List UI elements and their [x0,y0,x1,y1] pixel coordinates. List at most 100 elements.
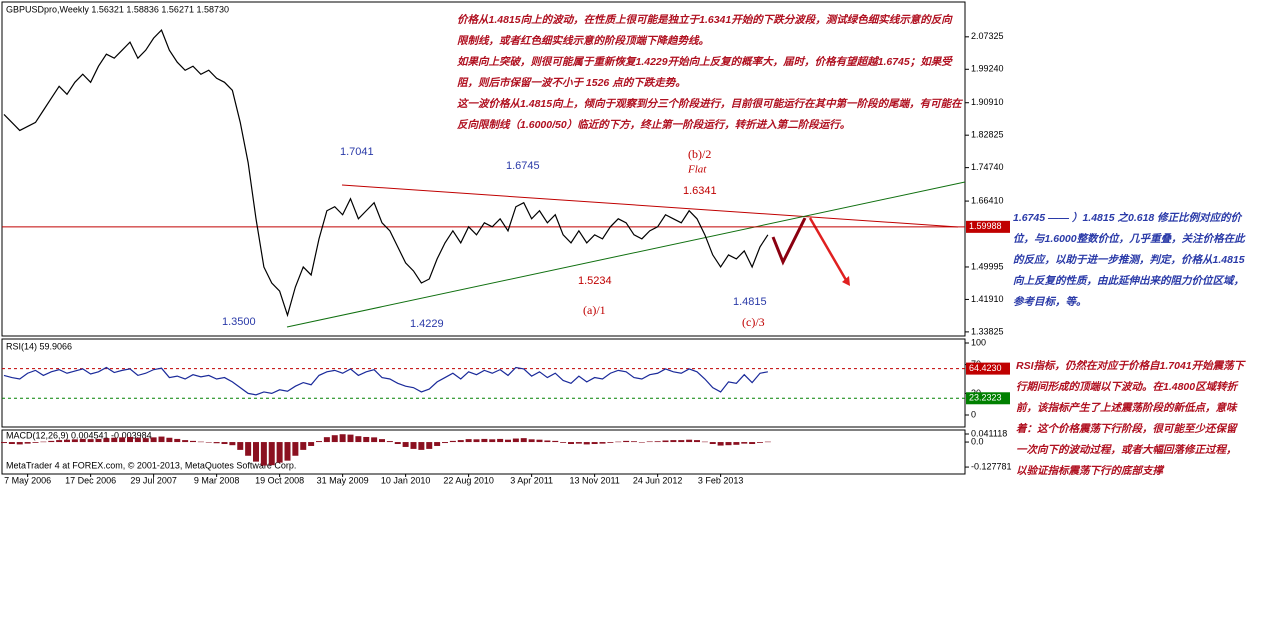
level-label: 23.2323 [969,393,1002,403]
level-label: 64.4230 [969,363,1002,373]
histogram-bar [276,442,283,463]
histogram-bar [701,441,708,443]
histogram-bar [260,442,267,466]
histogram-bar [505,439,511,443]
arrow-head [842,276,850,286]
projection-arrow [771,217,807,266]
histogram-bar [528,439,535,443]
annotation: 1.6341 [683,185,717,197]
histogram-bar [694,440,700,443]
histogram-bar [71,439,78,443]
histogram-bar [709,442,716,445]
y-tick-label: 0 [971,409,976,419]
histogram-bar [568,442,574,445]
histogram-bar [733,442,740,445]
macd-title: MACD(12,26,9) 0.004541 -0.003984 [6,430,152,440]
x-tick-label: 31 May 2009 [317,475,369,485]
y-tick-label: 100 [971,337,986,347]
x-tick-label: 7 May 2006 [4,475,51,485]
histogram-bar [1,442,7,444]
histogram-bar [410,442,417,449]
histogram-bar [402,442,409,447]
annotation: 1.7041 [340,146,374,158]
histogram-bar [536,439,543,443]
y-tick-label: -0.127781 [971,461,1012,471]
histogram-bar [725,442,732,446]
x-tick-label: 17 Dec 2006 [65,475,116,485]
histogram-bar [95,438,102,443]
x-tick-label: 10 Jan 2010 [381,475,431,485]
annotation: Flat [687,164,707,176]
histogram-bar [599,442,606,444]
histogram-bar [646,441,653,443]
annotation: (a)/1 [583,303,606,317]
y-tick-label: 1.82825 [971,130,1004,140]
histogram-bar [615,441,622,443]
x-tick-label: 3 Feb 2013 [698,475,744,485]
y-tick-label: 1.99240 [971,64,1004,74]
histogram-bar [654,441,661,443]
y-tick-label: 1.41910 [971,294,1004,304]
histogram-bar [245,442,252,456]
histogram-bar [174,438,181,443]
histogram-bar [465,439,472,443]
chart-title: GBPUSDpro,Weekly 1.56321 1.58836 1.56271… [6,4,229,14]
level-label: 1.59988 [969,221,1002,231]
level-label-box [966,220,1010,233]
histogram-bar [741,442,748,444]
histogram-bar [253,442,259,462]
histogram-bar [213,442,220,444]
histogram-bar [544,440,551,443]
footer: MetaTrader 4 at FOREX.com, © 2001-2013, … [6,460,296,470]
histogram-bar [111,437,118,443]
histogram-bar [371,437,378,443]
x-tick-label: 9 Mar 2008 [194,475,240,485]
price-line [3,366,768,396]
histogram-bar [583,442,590,445]
histogram-bar [426,442,433,449]
histogram-bar [16,442,23,445]
histogram-bar [355,436,362,443]
histogram-bar [757,442,763,443]
histogram-bar [56,440,63,443]
level-label-box [966,362,1010,375]
histogram-bar [8,442,15,445]
histogram-bar [662,440,669,443]
trend-line-red [341,184,959,228]
histogram-bar [591,442,598,445]
histogram-bar [197,441,204,443]
y-tick-label: 0.0 [971,436,984,446]
histogram-bar [284,442,291,461]
histogram-bar [560,442,567,443]
histogram-bar [575,442,582,444]
histogram-bar [40,441,47,443]
histogram-bar [386,441,393,443]
histogram-bar [339,434,346,443]
y-tick-label: 1.74740 [971,162,1004,172]
histogram-bar [150,437,157,443]
note: 1.6745 —— ）1.4815 之0.618 修正比例对应的价位，与1.60… [1013,212,1245,308]
histogram-bar [670,440,677,443]
trend-line-green [286,181,966,328]
histogram-bar [481,438,488,443]
note: 这一波价格从1.4815向上，倾向于观察到分三个阶段进行，目前很可能运行在其中第… [457,98,962,131]
histogram-bar [457,440,464,443]
histogram-bar [48,440,55,443]
histogram-bar [190,440,196,443]
histogram-bar [473,439,480,443]
histogram-bar [363,436,370,443]
histogram-bar [607,442,614,443]
histogram-bar [418,442,425,450]
histogram-bar [134,437,141,443]
y-tick-label: 1.33825 [971,326,1004,336]
histogram-bar [552,440,559,443]
main-panel [1,1,966,337]
annotation: 1.5234 [578,275,612,287]
rsi-title: RSI(14) 59.9066 [6,341,72,351]
x-tick-label: 24 Jun 2012 [633,475,683,485]
price-line [3,29,769,318]
annotation: 1.3500 [222,316,256,328]
y-tick-label: 1.66410 [971,195,1004,205]
histogram-bar [497,438,504,443]
histogram-bar [300,442,307,450]
